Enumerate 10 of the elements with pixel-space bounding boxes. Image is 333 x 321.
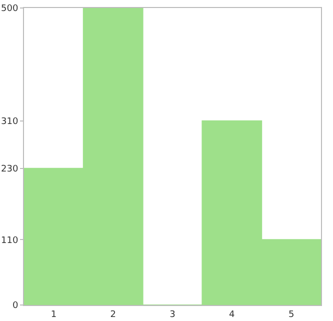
y-tick-label: 0 (12, 301, 18, 312)
y-tick-label: 500 (1, 4, 18, 14)
x-tick-label: 1 (50, 310, 57, 320)
x-tick-label: 3 (170, 310, 176, 320)
y-tick-label: 310 (1, 117, 18, 128)
x-tick-label: 5 (288, 310, 294, 320)
x-tick-label: 2 (110, 310, 116, 320)
y-tick-label: 230 (1, 164, 18, 175)
y-tick-label: 110 (1, 236, 18, 246)
x-tick-label: 4 (229, 310, 236, 320)
